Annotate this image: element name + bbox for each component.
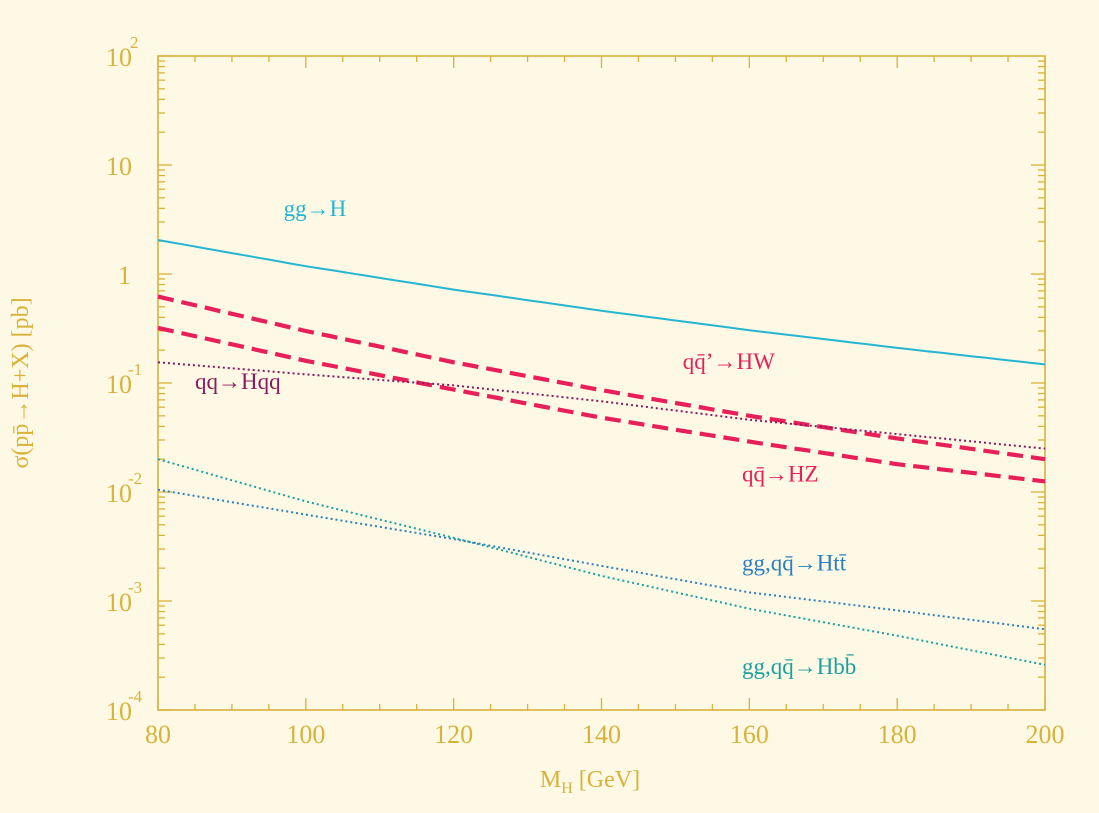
series-line bbox=[157, 239, 1046, 366]
y-tick-base: 10 bbox=[106, 588, 132, 617]
y-tick-exponent: -1 bbox=[128, 360, 142, 379]
x-axis-label-main: M bbox=[540, 767, 561, 793]
series-line bbox=[157, 294, 1046, 462]
y-tick-base: 10 bbox=[106, 370, 132, 399]
series-label: gg,qq̄→Hbb̄ bbox=[742, 654, 856, 679]
x-tick-label: 120 bbox=[434, 720, 473, 749]
x-axis-label: MH [GeV] bbox=[540, 767, 640, 797]
x-tick-label: 80 bbox=[145, 720, 171, 749]
series-label: qq̄’→HW bbox=[683, 349, 775, 374]
y-tick-base: 10 bbox=[106, 479, 132, 508]
series-label: gg→H bbox=[284, 196, 347, 221]
x-tick-label: 200 bbox=[1026, 720, 1065, 749]
series-line bbox=[157, 458, 1046, 666]
series-line bbox=[157, 325, 1046, 484]
x-tick-labels: 80 100 120 140 160 180 200 bbox=[145, 720, 1065, 749]
x-axis-label-sub: H bbox=[561, 780, 573, 797]
x-tick-label: 140 bbox=[582, 720, 621, 749]
y-tick-base: 10 bbox=[106, 152, 132, 181]
y-tick-base: 1 bbox=[118, 261, 131, 290]
x-tick-label: 160 bbox=[730, 720, 769, 749]
series-line bbox=[157, 361, 1046, 450]
x-tick-label: 100 bbox=[286, 720, 325, 749]
y-tick-label: 10-2 bbox=[106, 469, 142, 508]
y-tick-label: 1 bbox=[118, 261, 131, 290]
y-tick-base: 10 bbox=[106, 697, 132, 726]
y-tick-exponent: 2 bbox=[130, 33, 139, 52]
axis-ticks bbox=[157, 55, 1046, 711]
y-tick-base: 10 bbox=[106, 43, 132, 72]
y-tick-exponent: -4 bbox=[128, 687, 143, 706]
y-tick-label: 10-4 bbox=[106, 687, 143, 726]
y-tick-label: 10-1 bbox=[106, 360, 142, 399]
series-group bbox=[157, 239, 1046, 666]
series-line bbox=[157, 488, 1046, 631]
y-axis-label: σ(pp̄→H+X) [pb] bbox=[8, 297, 34, 468]
series-label: qq̄→HZ bbox=[742, 461, 819, 486]
series-label: gg,qq̄→Htt̄ bbox=[742, 551, 847, 576]
series-label: qq→Hqq bbox=[195, 369, 281, 394]
y-tick-label: 10 bbox=[106, 152, 132, 181]
x-tick-label: 180 bbox=[878, 720, 917, 749]
y-tick-label: 10 2 bbox=[106, 33, 139, 72]
plot-frame bbox=[157, 55, 1046, 711]
x-axis-label-unit: [GeV] bbox=[573, 767, 640, 793]
y-tick-exponent: -2 bbox=[128, 469, 142, 488]
y-tick-exponent: -3 bbox=[128, 578, 142, 597]
y-tick-label: 10-3 bbox=[106, 578, 142, 617]
series-labels: gg→H qq̄’→HW qq→Hqq qq̄→HZ gg,qq̄→Htt̄ gg,qq̄… bbox=[195, 196, 856, 679]
